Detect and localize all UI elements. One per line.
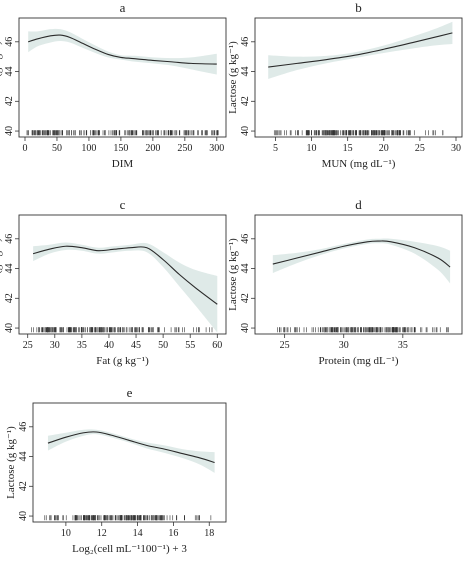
confidence-band	[33, 242, 218, 333]
plot-frame	[18, 214, 227, 335]
y-tick-label: 42	[4, 96, 15, 106]
x-tick-label: 50	[52, 143, 62, 154]
y-tick-label: 40	[240, 323, 251, 333]
y-tick-label: 44	[240, 67, 251, 77]
y-tick-label: 46	[4, 234, 15, 244]
plot-frame	[254, 214, 463, 335]
x-tick-label: 14	[133, 528, 143, 539]
y-tick-label: 42	[4, 293, 15, 303]
x-tick-label: 20	[379, 143, 389, 154]
x-tick-label: 250	[177, 143, 192, 154]
panel-letter: d	[355, 197, 362, 212]
plot-frame	[32, 402, 227, 523]
rug-marks	[26, 130, 219, 136]
x-tick-label: 12	[97, 528, 107, 539]
panel-a: 0 50 100 150 200 250 300 40 42 44 46 a DIM Lactose (g…	[0, 0, 227, 170]
confidence-band	[272, 238, 451, 284]
confidence-band	[47, 429, 215, 473]
y-tick-label: 46	[240, 234, 251, 244]
panel-letter: e	[127, 385, 133, 400]
x-tick-label: 30	[451, 143, 461, 154]
y-axis-label: Lactose (g kg⁻¹)	[0, 41, 3, 114]
x-tick-label: 15	[343, 143, 353, 154]
x-tick-label: 40	[104, 340, 114, 351]
y-tick-label: 40	[18, 511, 29, 521]
panel-d: 25 30 35 40 42 44 46 d Protein (mg dL⁻¹) Lactose …	[227, 197, 463, 367]
y-tick-label: 42	[240, 96, 251, 106]
x-tick-label: 30	[50, 340, 60, 351]
panel-e: 10 12 14 16 18 40 42 44 46 e Log₂(cell mL⁻¹100⁻¹) …	[5, 385, 227, 555]
y-tick-label: 46	[240, 37, 251, 47]
y-axis-label: Lactose (g kg⁻¹)	[5, 426, 17, 499]
rug-marks	[31, 327, 213, 333]
x-axis-label: DIM	[112, 158, 134, 170]
panel-letter: b	[355, 0, 362, 15]
x-tick-label: 0	[23, 143, 28, 154]
x-axis-label: MUN (mg dL⁻¹)	[322, 158, 396, 170]
confidence-band	[28, 28, 217, 75]
y-tick-label: 44	[240, 264, 251, 274]
y-axis-label: Lactose (g kg⁻¹)	[0, 238, 3, 311]
panel-letter: c	[120, 197, 126, 212]
fitted-curve	[47, 431, 215, 464]
rug-marks	[277, 327, 449, 333]
x-tick-label: 16	[168, 528, 178, 539]
plot-frame	[18, 17, 227, 138]
x-tick-label: 10	[61, 528, 71, 539]
x-axis-label: Protein (mg dL⁻¹)	[319, 355, 399, 367]
plot-frame	[254, 17, 463, 138]
x-tick-label: 200	[145, 143, 160, 154]
y-axis-label: Lactose (g kg⁻¹)	[227, 238, 239, 311]
x-tick-label: 60	[212, 340, 222, 351]
rug-marks	[273, 130, 444, 136]
y-tick-label: 44	[18, 452, 29, 462]
y-tick-label: 44	[4, 67, 15, 77]
confidence-band	[268, 21, 453, 79]
y-tick-label: 42	[18, 481, 29, 491]
x-axis-label: Fat (g kg⁻¹)	[96, 355, 149, 367]
y-tick-label: 40	[4, 126, 15, 136]
x-tick-label: 25	[415, 143, 425, 154]
x-tick-label: 150	[113, 143, 128, 154]
x-tick-label: 5	[273, 143, 278, 154]
x-axis-label: Log₂(cell mL⁻¹100⁻¹) + 3	[72, 543, 187, 555]
x-tick-label: 35	[77, 340, 87, 351]
fitted-curve	[272, 240, 451, 268]
panel-b: 5 10 15 20 25 30 40 42 44 46 b MUN (mg dL⁻¹) Lactose…	[227, 0, 463, 170]
y-tick-label: 40	[4, 323, 15, 333]
x-tick-label: 35	[398, 340, 408, 351]
x-tick-label: 30	[339, 340, 349, 351]
panel-c: 25 30 35 40 45 50 55 60 40 42 44 46 c Fat (g kg⁻¹) Lac…	[0, 197, 227, 367]
x-tick-label: 18	[204, 528, 214, 539]
y-tick-label: 44	[4, 264, 15, 274]
x-tick-label: 100	[81, 143, 96, 154]
y-tick-label: 46	[18, 422, 29, 432]
y-tick-label: 40	[240, 126, 251, 136]
y-axis-label: Lactose (g kg⁻¹)	[227, 41, 239, 114]
rug-marks	[44, 515, 212, 521]
fitted-curve	[32, 245, 218, 305]
fitted-curve	[268, 32, 453, 68]
fitted-curve	[28, 34, 217, 65]
x-tick-label: 25	[280, 340, 290, 351]
x-tick-label: 50	[158, 340, 168, 351]
x-tick-label: 300	[209, 143, 224, 154]
y-tick-label: 46	[4, 37, 15, 47]
x-tick-label: 25	[23, 340, 33, 351]
panel-letter: a	[120, 0, 126, 15]
x-tick-label: 55	[185, 340, 195, 351]
x-tick-label: 45	[131, 340, 141, 351]
y-tick-label: 42	[240, 293, 251, 303]
x-tick-label: 10	[307, 143, 317, 154]
